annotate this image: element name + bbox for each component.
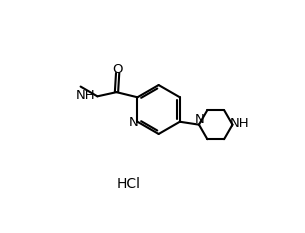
Text: N: N bbox=[128, 116, 138, 129]
Text: HCl: HCl bbox=[116, 177, 140, 191]
Text: NH: NH bbox=[230, 117, 249, 130]
Text: N: N bbox=[195, 113, 204, 127]
Text: O: O bbox=[113, 63, 123, 76]
Text: NH: NH bbox=[76, 89, 95, 102]
